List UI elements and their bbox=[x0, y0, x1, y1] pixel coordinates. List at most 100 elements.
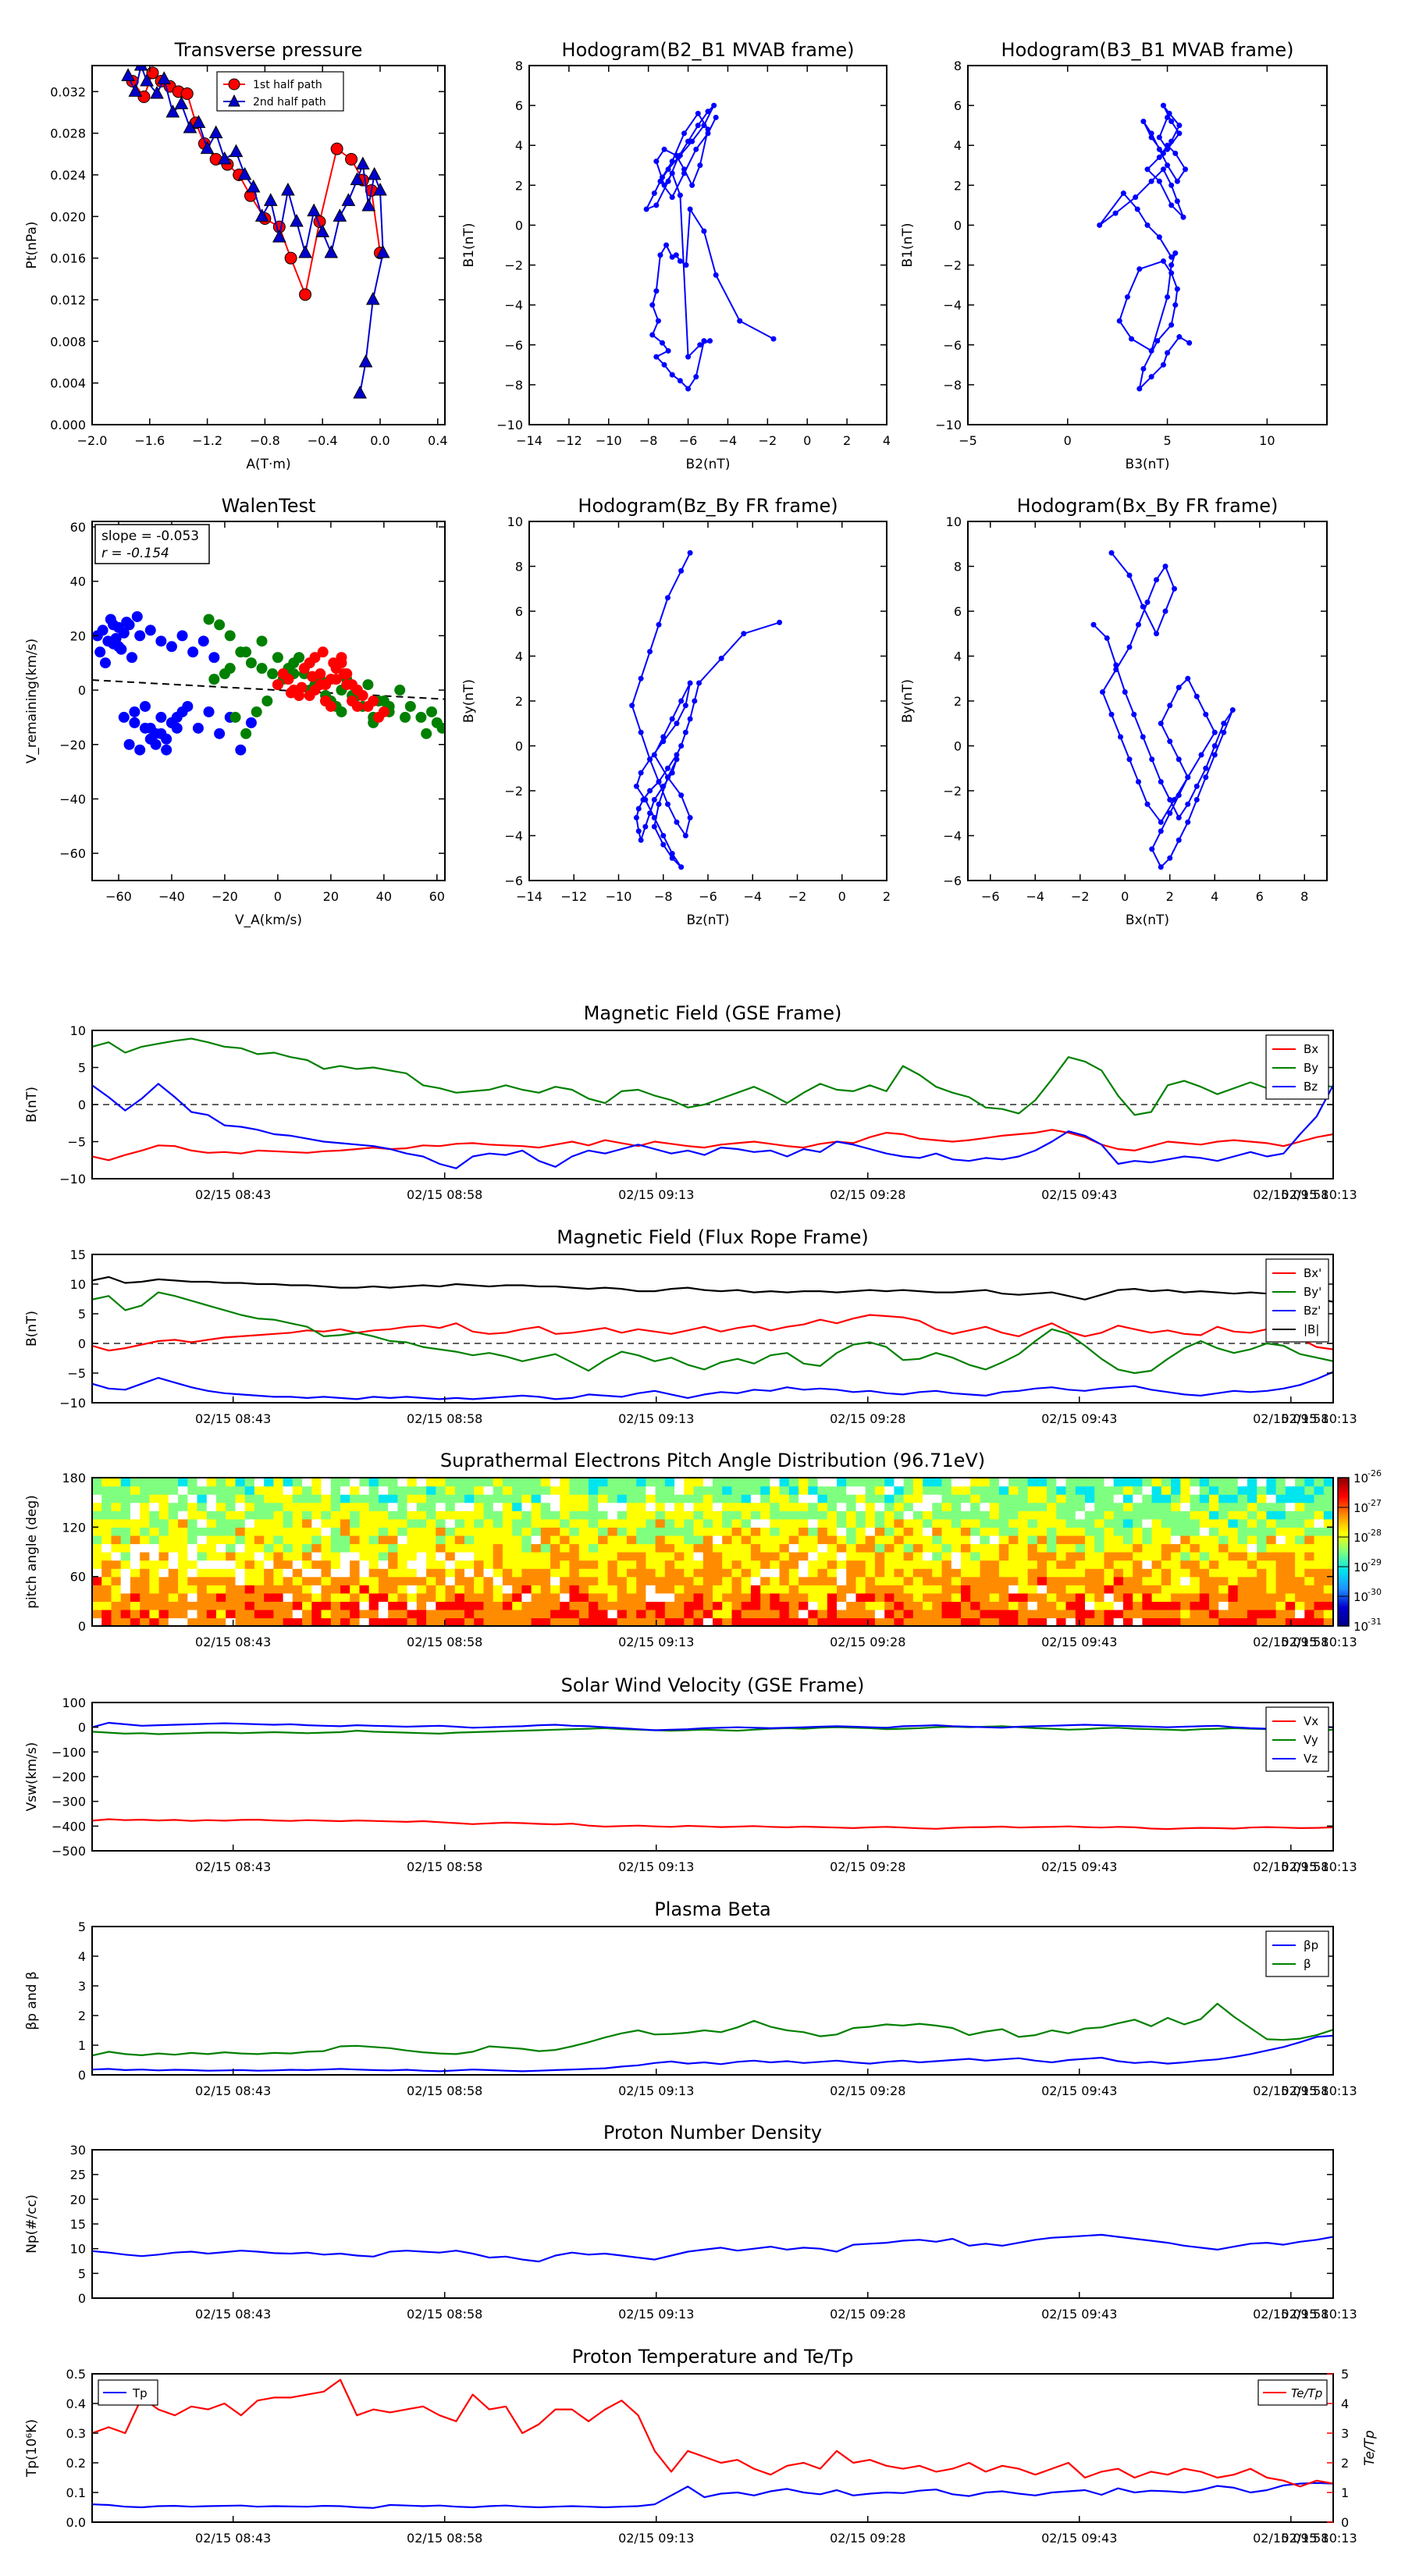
heatmap-cell bbox=[359, 1552, 370, 1561]
heatmap-cell bbox=[120, 1576, 131, 1585]
scatter-point bbox=[272, 652, 283, 664]
legend-label: Te/Tp bbox=[1291, 2386, 1322, 2400]
heatmap-cell bbox=[569, 1478, 580, 1487]
heatmap-cell bbox=[998, 1485, 1009, 1495]
heatmap-cell bbox=[684, 1518, 695, 1528]
heatmap-cell bbox=[980, 1585, 991, 1594]
heatmap-cell bbox=[454, 1485, 465, 1495]
heatmap-cell bbox=[388, 1494, 398, 1503]
heatmap-cell bbox=[426, 1592, 436, 1602]
heatmap-cell bbox=[330, 1601, 341, 1610]
heatmap-cell bbox=[1113, 1494, 1124, 1503]
heatmap-cell bbox=[961, 1485, 971, 1495]
heatmap-cell bbox=[731, 1510, 742, 1520]
heatmap-cell bbox=[684, 1502, 695, 1511]
data-point bbox=[659, 340, 665, 346]
heatmap-cell bbox=[884, 1478, 895, 1487]
data-point bbox=[1136, 779, 1141, 785]
heatmap-cell bbox=[817, 1518, 828, 1528]
heatmap-cell bbox=[1304, 1510, 1315, 1520]
heatmap-cell bbox=[923, 1518, 933, 1528]
heatmap-cell bbox=[970, 1478, 980, 1487]
heatmap-cell bbox=[149, 1535, 160, 1545]
data-point bbox=[1158, 864, 1164, 870]
heatmap-cell bbox=[980, 1560, 991, 1569]
data-point bbox=[281, 182, 295, 196]
heatmap-cell bbox=[951, 1535, 962, 1545]
heatmap-cell bbox=[1190, 1494, 1200, 1503]
heatmap-cell bbox=[368, 1601, 379, 1610]
heatmap-cell bbox=[531, 1609, 542, 1619]
heatmap-cell bbox=[407, 1510, 418, 1520]
heatmap-cell bbox=[311, 1552, 322, 1561]
heatmap-cell bbox=[464, 1485, 475, 1495]
heatmap-cell bbox=[713, 1543, 723, 1553]
heatmap-cell bbox=[378, 1527, 389, 1536]
heatmap-cell bbox=[378, 1518, 389, 1528]
heatmap-cell bbox=[941, 1535, 952, 1545]
heatmap-cell bbox=[1275, 1568, 1286, 1578]
data-point bbox=[718, 655, 724, 661]
heatmap-cell bbox=[655, 1485, 666, 1495]
heatmap-cell bbox=[1085, 1535, 1095, 1545]
heatmap-cell bbox=[1037, 1576, 1048, 1585]
heatmap-cell bbox=[1257, 1576, 1267, 1585]
y-tick-label: 0 bbox=[954, 739, 962, 754]
heatmap-cell bbox=[741, 1560, 752, 1569]
data-point bbox=[657, 252, 663, 258]
data-point bbox=[669, 851, 675, 856]
heatmap-cell bbox=[178, 1543, 188, 1553]
legend-box bbox=[1265, 1930, 1329, 1977]
heatmap-cell bbox=[817, 1535, 828, 1545]
heatmap-cell bbox=[1142, 1617, 1153, 1626]
heatmap-cell bbox=[903, 1592, 914, 1602]
heatmap-cell bbox=[550, 1527, 560, 1536]
y-tick-label: 8 bbox=[954, 59, 962, 73]
heatmap-cell bbox=[1323, 1609, 1333, 1619]
data-point bbox=[660, 833, 667, 838]
heatmap-cell bbox=[158, 1552, 169, 1561]
heatmap-cell bbox=[951, 1478, 962, 1487]
heatmap-cell bbox=[1295, 1552, 1305, 1561]
heatmap-cell bbox=[989, 1494, 1000, 1503]
heatmap-cell bbox=[1323, 1502, 1333, 1511]
heatmap-cell bbox=[941, 1585, 952, 1594]
heatmap-cell bbox=[1237, 1527, 1248, 1536]
heatmap-cell bbox=[178, 1592, 188, 1602]
data-point bbox=[208, 125, 223, 139]
heatmap-cell bbox=[531, 1585, 542, 1594]
heatmap-cell bbox=[1133, 1543, 1143, 1553]
scatter-point bbox=[256, 663, 268, 674]
heatmap-cell bbox=[626, 1601, 637, 1610]
heatmap-cell bbox=[1142, 1494, 1153, 1503]
y-axis-label: Pt(nPa) bbox=[24, 222, 40, 269]
x-tick-label: 02/15 10:13 bbox=[1281, 2531, 1357, 2546]
heatmap-cell bbox=[827, 1576, 838, 1585]
heatmap-cell bbox=[1047, 1560, 1057, 1569]
heatmap-cell bbox=[264, 1543, 274, 1553]
heatmap-cell bbox=[865, 1609, 876, 1619]
heatmap-cell bbox=[827, 1617, 838, 1626]
heatmap-cell bbox=[330, 1617, 341, 1626]
heatmap-cell bbox=[1228, 1527, 1239, 1536]
heatmap-cell bbox=[626, 1617, 637, 1626]
heatmap-cell bbox=[655, 1494, 666, 1503]
heatmap-cell bbox=[302, 1617, 312, 1626]
heatmap-cell bbox=[92, 1568, 102, 1578]
heatmap-cell bbox=[178, 1568, 188, 1578]
x-axis-label: Bx(nT) bbox=[1126, 913, 1169, 928]
heatmap-cell bbox=[273, 1576, 284, 1585]
data-point bbox=[1113, 667, 1119, 673]
heatmap-cell bbox=[903, 1552, 914, 1561]
heatmap-cell bbox=[578, 1576, 589, 1585]
heatmap-cell bbox=[292, 1601, 303, 1610]
heatmap-cell bbox=[101, 1617, 112, 1626]
heatmap-cell bbox=[445, 1552, 456, 1561]
heatmap-cell bbox=[502, 1510, 513, 1520]
data-point bbox=[649, 332, 656, 338]
heatmap-cell bbox=[330, 1535, 341, 1545]
heatmap-cell bbox=[244, 1502, 255, 1511]
heatmap-cell bbox=[283, 1552, 293, 1561]
heatmap-cell bbox=[311, 1568, 322, 1578]
heatmap-cell bbox=[598, 1494, 608, 1503]
